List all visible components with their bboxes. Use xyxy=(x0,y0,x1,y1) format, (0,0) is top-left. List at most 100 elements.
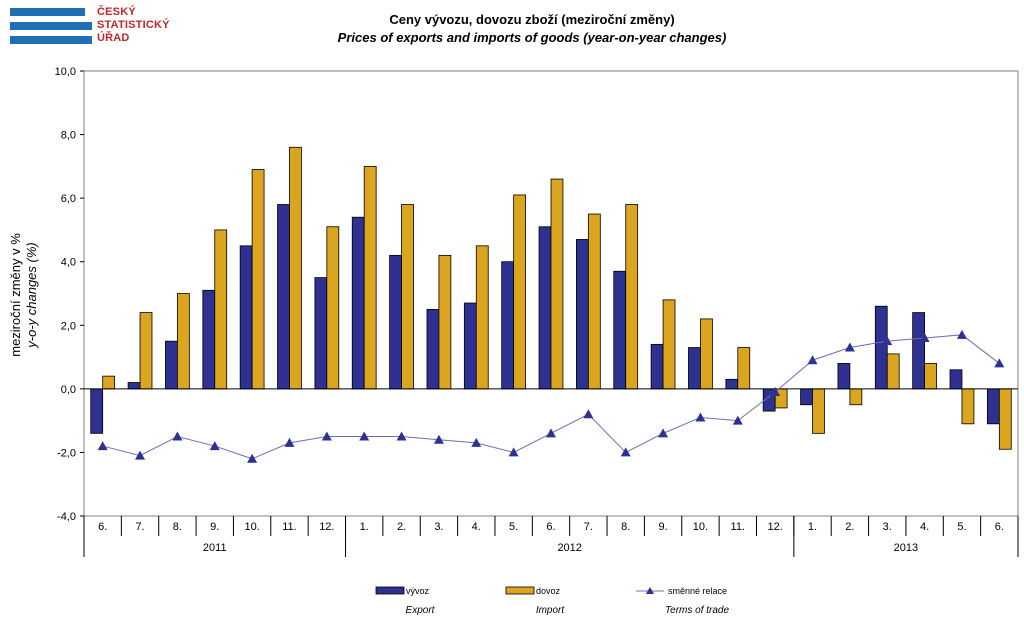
terms-of-trade-point xyxy=(135,450,146,460)
terms-of-trade-point xyxy=(284,437,295,447)
bar-export xyxy=(351,216,365,390)
terms-of-trade-point xyxy=(396,431,407,441)
terms-of-trade-point xyxy=(994,358,1005,368)
bar-import xyxy=(625,204,639,390)
terms-of-trade-point xyxy=(471,437,482,447)
bar-import xyxy=(662,299,676,390)
x-tick-label: 12. xyxy=(319,521,334,533)
bar-import xyxy=(587,213,601,390)
year-label: 2011 xyxy=(203,542,227,554)
logo-stripe xyxy=(10,8,85,16)
bar-import xyxy=(401,204,414,390)
x-tick-label: 2. xyxy=(397,521,406,533)
x-tick-label: 6. xyxy=(98,521,107,533)
bar-import xyxy=(924,363,937,390)
x-tick-label: 8. xyxy=(621,521,630,533)
bar-export xyxy=(874,305,888,390)
terms-of-trade-point xyxy=(209,441,220,451)
terms-of-trade-point xyxy=(546,428,556,438)
x-tick-label: 6. xyxy=(546,521,555,533)
bar-import xyxy=(251,169,265,390)
bar-export xyxy=(949,369,963,390)
year-label: 2013 xyxy=(894,542,918,554)
bar-export xyxy=(202,289,216,390)
logo-text-line2: STATISTICKÝ xyxy=(97,19,170,31)
terms-of-trade-point xyxy=(359,431,370,441)
terms-of-trade-point xyxy=(583,409,594,419)
terms-of-trade-point xyxy=(919,333,930,342)
x-tick-label: 5. xyxy=(509,521,518,533)
terms-of-trade-point xyxy=(620,447,631,457)
logo-stripe xyxy=(10,22,92,30)
bar-export xyxy=(389,254,402,390)
x-tick-label: 6. xyxy=(995,521,1004,533)
y-tick-label: 8,0 xyxy=(61,130,76,142)
bar-export xyxy=(463,302,477,390)
logo-text-line3: ÚŘAD xyxy=(97,32,130,44)
legend-label-import: dovoz xyxy=(536,586,561,596)
y-tick-label: 2,0 xyxy=(61,320,76,332)
logo-stripe xyxy=(10,36,92,44)
x-tick-label: 3. xyxy=(883,521,892,533)
logo-text-line1: ČESKÝ xyxy=(97,6,136,18)
x-tick-label: 4. xyxy=(472,521,481,533)
terms-of-trade-point xyxy=(658,428,669,438)
y-tick-label: 4,0 xyxy=(61,257,76,269)
bar-import xyxy=(139,312,153,390)
terms-of-trade-point xyxy=(770,387,781,397)
legend-label-export-en: Export xyxy=(406,605,436,616)
bar-import xyxy=(550,178,564,390)
x-tick-label: 1. xyxy=(808,521,817,533)
x-tick-label: 11. xyxy=(731,521,745,533)
bar-import xyxy=(289,146,302,390)
bar-export xyxy=(986,388,1000,425)
x-tick-label: 1. xyxy=(360,521,369,533)
y-axis-title-en: y-o-y changes (%) xyxy=(24,242,39,348)
legend-swatch-export xyxy=(375,586,405,595)
x-tick-label: 3. xyxy=(434,521,443,533)
year-label: 2012 xyxy=(557,542,581,554)
bar-export xyxy=(800,388,813,406)
bar-export xyxy=(165,340,178,390)
plot-frame xyxy=(83,70,1019,517)
terms-of-trade-point xyxy=(882,336,893,346)
terms-of-trade-point xyxy=(508,447,519,457)
terms-of-trade-point xyxy=(844,342,855,352)
bar-import xyxy=(176,293,190,390)
bar-export xyxy=(501,261,515,390)
y-axis-title: meziroční změny v % xyxy=(8,233,23,357)
bar-export xyxy=(90,388,104,434)
terms-of-trade-point xyxy=(247,453,258,463)
y-tick-label: 0,0 xyxy=(61,384,76,396)
x-tick-label: 7. xyxy=(135,521,144,533)
bar-export xyxy=(426,308,440,390)
bar-import xyxy=(961,388,975,425)
bar-import xyxy=(812,388,825,434)
legend-marker-terms xyxy=(646,587,654,594)
bar-export xyxy=(127,382,141,390)
x-tick-label: 9. xyxy=(658,521,667,533)
x-tick-label: 5. xyxy=(957,521,966,533)
legend-label-terms-en: Terms of trade xyxy=(665,605,730,616)
bar-import xyxy=(214,229,228,390)
bar-export xyxy=(688,347,701,390)
bar-import xyxy=(438,254,452,390)
terms-of-trade-point xyxy=(321,431,332,441)
bar-export xyxy=(277,204,290,390)
bar-export xyxy=(314,277,328,390)
bar-export xyxy=(650,343,664,390)
bar-import xyxy=(363,165,377,390)
bar-import xyxy=(700,318,713,390)
bar-export xyxy=(576,239,589,390)
x-tick-label: 12. xyxy=(768,521,783,533)
czso-logo: ČESKÝ STATISTICKÝ ÚŘAD xyxy=(10,6,170,46)
x-tick-label: 2. xyxy=(845,521,854,533)
bar-export xyxy=(613,270,627,390)
bar-import xyxy=(998,388,1012,450)
bar-import xyxy=(475,245,489,390)
bar-import xyxy=(513,194,526,390)
legend-swatch-import xyxy=(505,586,535,595)
bar-import xyxy=(102,375,116,390)
bar-export xyxy=(538,226,552,390)
x-tick-label: 8. xyxy=(173,521,182,533)
